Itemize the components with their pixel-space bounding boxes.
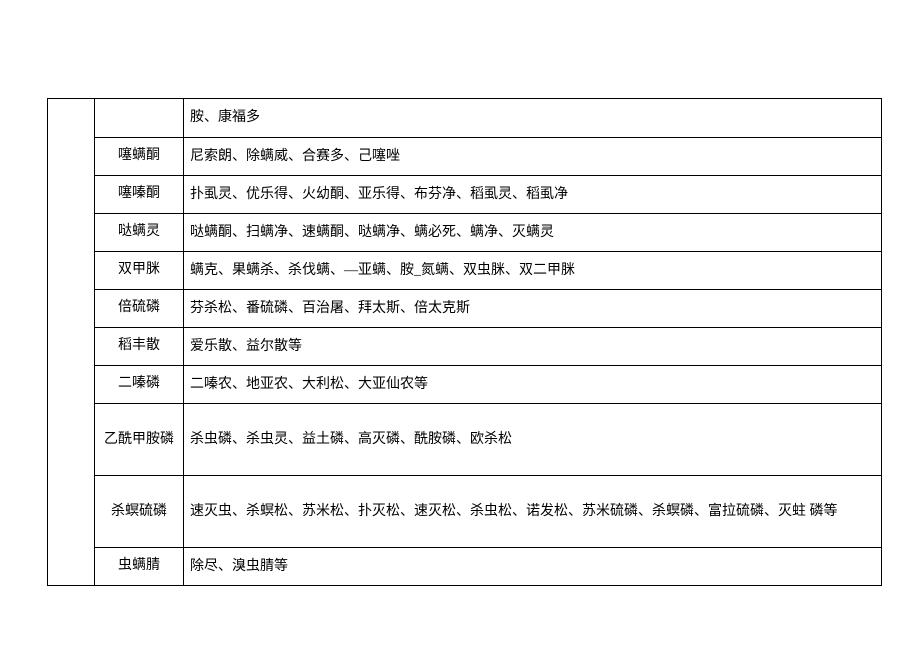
table-row: 乙酰甲胺磷 杀虫磷、杀虫灵、益土磷、高灭磷、酰胺磷、欧杀松 [48,404,882,476]
name-cell: 稻丰散 [95,328,184,366]
alias-cell: 除尽、溴虫腈等 [184,548,882,586]
alias-cell: 螨克、果螨杀、杀伐螨、—亚螨、胺_氮螨、双虫脒、双二甲脒 [184,252,882,290]
alias-cell: 扑虱灵、优乐得、火幼酮、亚乐得、布芬净、稻虱灵、稻虱净 [184,176,882,214]
table-row: 噻螨酮 尼索朗、除螨威、合赛多、己噻唑 [48,138,882,176]
table-row: 双甲脒 螨克、果螨杀、杀伐螨、—亚螨、胺_氮螨、双虫脒、双二甲脒 [48,252,882,290]
name-cell: 双甲脒 [95,252,184,290]
table-row: 杀螟硫磷 速灭虫、杀螟松、苏米松、扑灭松、速灭松、杀虫松、诺发松、苏米硫磷、杀螟… [48,476,882,548]
name-cell: 乙酰甲胺磷 [95,404,184,476]
alias-cell: 哒螨酮、扫螨净、速螨酮、哒螨净、螨必死、螨净、灭螨灵 [184,214,882,252]
alias-cell: 尼索朗、除螨威、合赛多、己噻唑 [184,138,882,176]
name-cell: 杀螟硫磷 [95,476,184,548]
alias-cell: 杀虫磷、杀虫灵、益土磷、高灭磷、酰胺磷、欧杀松 [184,404,882,476]
name-cell: 噻螨酮 [95,138,184,176]
pesticide-alias-table: 胺、康福多 噻螨酮 尼索朗、除螨威、合赛多、己噻唑 噻嗪酮 扑虱灵、优乐得、火幼… [47,98,882,586]
name-cell [95,99,184,138]
alias-cell: 爱乐散、益尔散等 [184,328,882,366]
table-row: 胺、康福多 [48,99,882,138]
table-row: 噻嗪酮 扑虱灵、优乐得、火幼酮、亚乐得、布芬净、稻虱灵、稻虱净 [48,176,882,214]
alias-cell: 二嗪农、地亚农、大利松、大亚仙农等 [184,366,882,404]
name-cell: 二嗪磷 [95,366,184,404]
name-cell: 虫螨腈 [95,548,184,586]
name-cell: 哒螨灵 [95,214,184,252]
name-cell: 倍硫磷 [95,290,184,328]
alias-cell: 胺、康福多 [184,99,882,138]
table-row: 二嗪磷 二嗪农、地亚农、大利松、大亚仙农等 [48,366,882,404]
table-row: 虫螨腈 除尽、溴虫腈等 [48,548,882,586]
data-table: 胺、康福多 噻螨酮 尼索朗、除螨威、合赛多、己噻唑 噻嗪酮 扑虱灵、优乐得、火幼… [47,98,882,586]
alias-cell: 芬杀松、番硫磷、百治屠、拜太斯、倍太克斯 [184,290,882,328]
table-row: 倍硫磷 芬杀松、番硫磷、百治屠、拜太斯、倍太克斯 [48,290,882,328]
group-cell [48,99,95,586]
table-row: 哒螨灵 哒螨酮、扫螨净、速螨酮、哒螨净、螨必死、螨净、灭螨灵 [48,214,882,252]
table-row: 稻丰散 爱乐散、益尔散等 [48,328,882,366]
name-cell: 噻嗪酮 [95,176,184,214]
alias-cell: 速灭虫、杀螟松、苏米松、扑灭松、速灭松、杀虫松、诺发松、苏米硫磷、杀螟磷、富拉硫… [184,476,882,548]
